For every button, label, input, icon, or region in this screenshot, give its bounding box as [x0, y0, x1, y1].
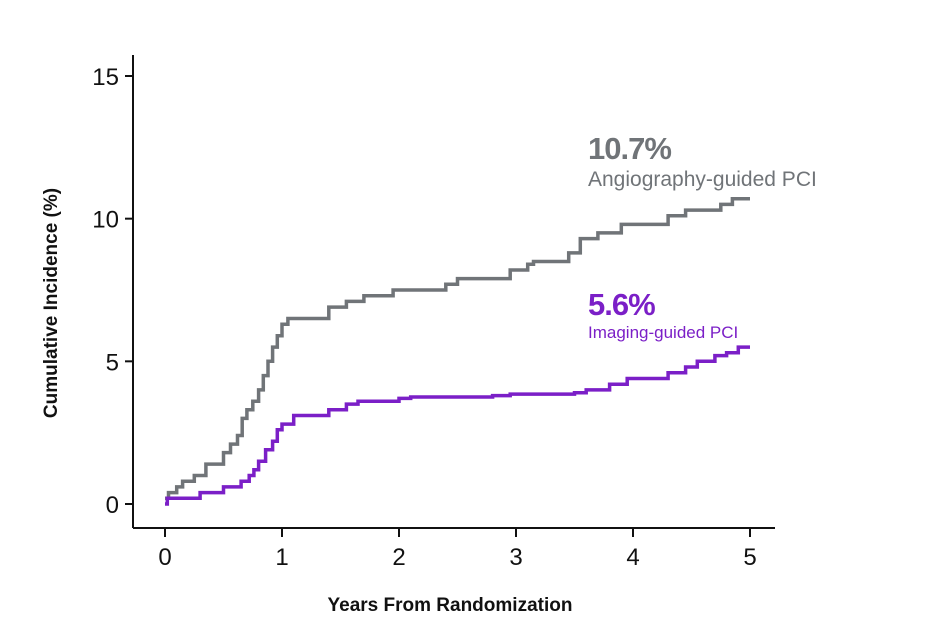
x-tick-label: 1 — [275, 544, 288, 571]
y-axis-title: Cumulative Incidence (%) — [41, 188, 62, 418]
series-name-imaging: Imaging-guided PCI — [588, 323, 738, 342]
y-tick-label: 5 — [106, 349, 119, 376]
x-tick-label: 4 — [626, 544, 639, 571]
y-tick-label: 15 — [92, 64, 119, 91]
x-tick-label: 2 — [392, 544, 405, 571]
series-final-value-imaging: 5.6% — [588, 287, 655, 322]
y-tick-label: 10 — [92, 207, 119, 234]
x-tick-label: 3 — [509, 544, 522, 571]
series-line-angiography — [165, 196, 750, 501]
x-tick-label: 0 — [158, 544, 171, 571]
x-axis-title: Years From Randomization — [328, 595, 573, 616]
series-final-value-angiography: 10.7% — [588, 131, 671, 166]
axes: 0 5 10 15 0 1 2 3 4 5 — [92, 55, 775, 571]
series-line-imaging — [165, 345, 750, 506]
series-name-angiography: Angiography-guided PCI — [588, 168, 817, 191]
x-tick-label: 5 — [743, 544, 756, 571]
y-tick-label: 0 — [106, 492, 119, 519]
series-labels: 10.7%Angiography-guided PCI 5.6%Imaging-g… — [588, 131, 817, 342]
series-layer — [165, 196, 750, 506]
